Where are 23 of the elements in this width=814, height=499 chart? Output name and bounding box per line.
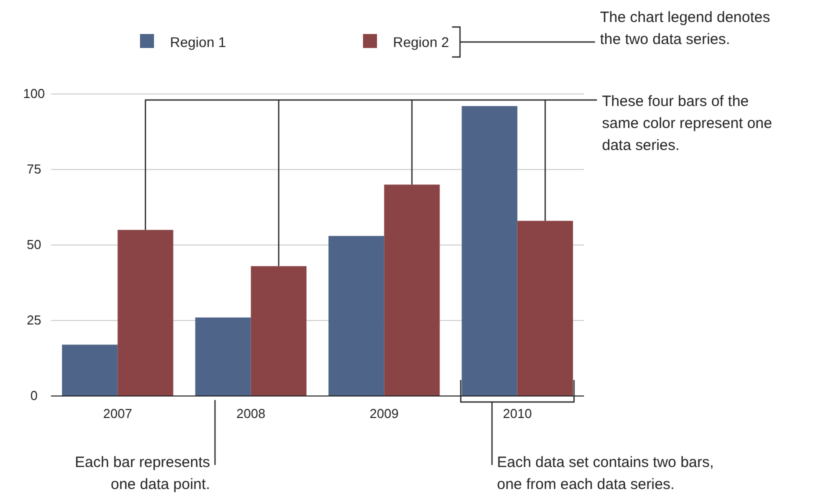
text: The chart legend denotes the two data series. [600, 9, 770, 48]
bar [250, 266, 307, 396]
x-tick-label: 2010 [502, 406, 532, 421]
text: Each bar represents one data point. [74, 454, 210, 493]
bar [517, 220, 574, 396]
bar [462, 106, 518, 396]
legend-label: Region 2 [393, 34, 450, 50]
bar [62, 344, 118, 396]
y-tick-label: 50 [26, 237, 42, 252]
bar [384, 184, 440, 396]
legend-label: Region 1 [170, 34, 226, 50]
bar [328, 236, 384, 396]
text: These four bars of the same color represent one data series. [602, 93, 772, 154]
bar [118, 230, 174, 396]
x-tick-label: 2007 [103, 406, 132, 421]
y-tick-label: 100 [23, 86, 45, 101]
y-tick-label: 75 [26, 162, 42, 176]
y-tick-label: 0 [30, 388, 38, 403]
bar [195, 317, 251, 396]
x-tick-label: 2009 [370, 406, 399, 421]
text: Each data set contains two bars, one from each data series. [497, 454, 714, 493]
y-tick-label: 25 [26, 312, 42, 328]
x-tick-label: 2008 [236, 406, 266, 421]
